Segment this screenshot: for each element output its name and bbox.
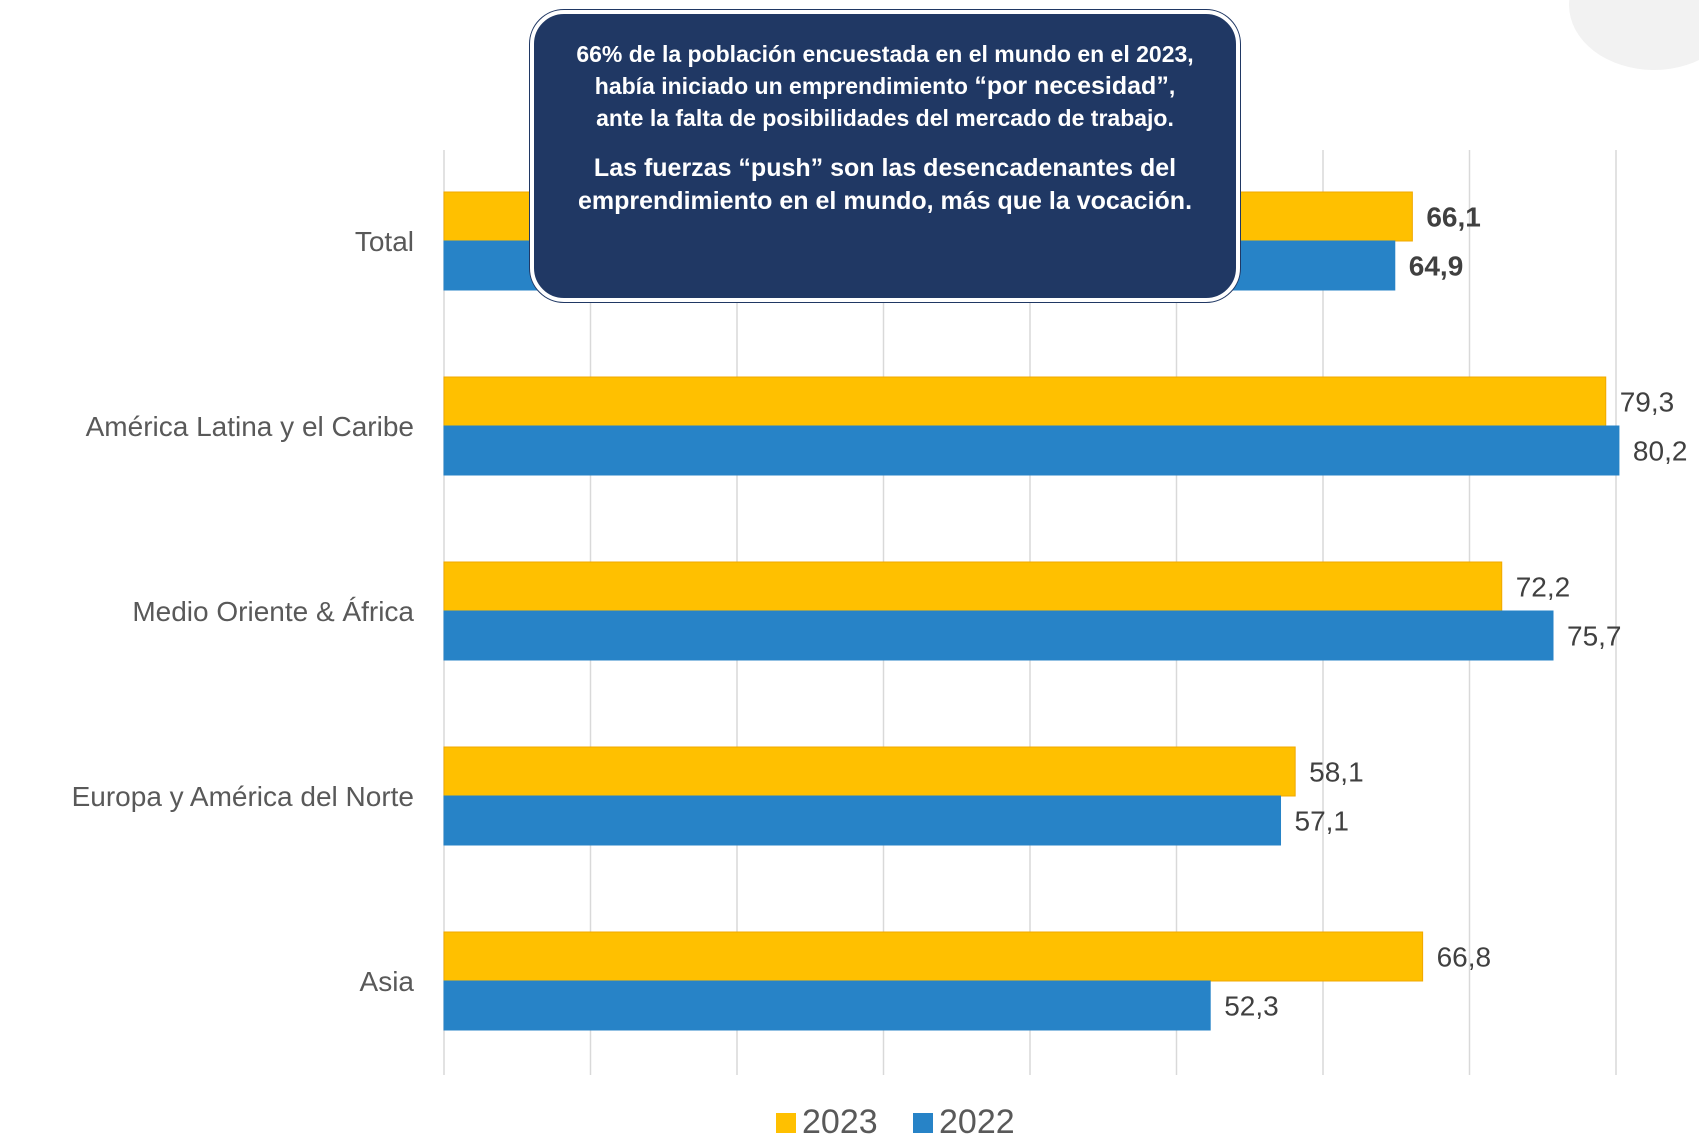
category-label: Total <box>355 226 414 257</box>
value-label: 57,1 <box>1295 806 1350 837</box>
bar-2023 <box>443 746 1296 797</box>
category-labels: Total América Latina y el Caribe Medio Ori… <box>72 226 415 997</box>
value-label: 66,8 <box>1437 942 1492 973</box>
callout-emphasis: “por necesidad” <box>974 72 1169 100</box>
value-label: 72,2 <box>1516 572 1571 603</box>
legend-label-2022: 2022 <box>939 1103 1015 1141</box>
value-label: 75,7 <box>1567 621 1622 652</box>
value-label: 58,1 <box>1309 757 1364 788</box>
value-label: 79,3 <box>1620 387 1675 418</box>
callout-line-2: , ante la falta de posibilidades del mer… <box>596 73 1176 131</box>
value-labels: 66,1 64,9 79,3 80,2 72,2 75,7 58,1 57,1 66,8 52,3 <box>1224 202 1687 1022</box>
value-label: 52,3 <box>1224 991 1279 1022</box>
legend-swatch-2023 <box>776 1113 796 1133</box>
bars <box>443 191 1620 1031</box>
bar-2023 <box>443 931 1424 982</box>
callout-box: 66% de la población encuestada en el mun… <box>530 10 1240 302</box>
bar-2022 <box>443 425 1620 476</box>
bar-2022 <box>443 795 1282 846</box>
category-label: Europa y América del Norte <box>72 781 414 812</box>
callout-paragraph-2: Las fuerzas “push” son las desencadenant… <box>577 154 1193 215</box>
bar-2022 <box>443 610 1554 661</box>
legend-swatch-2022 <box>913 1113 933 1133</box>
category-label: Asia <box>360 966 415 997</box>
value-label: 64,9 <box>1409 251 1464 282</box>
callout-line-1: 66% de la población encuestada en el mun… <box>576 41 1194 99</box>
callout-paragraph-1: 66% de la población encuestada en el mun… <box>570 38 1200 134</box>
legend: 2023 2022 <box>776 1103 1015 1141</box>
category-label: América Latina y el Caribe <box>86 411 414 442</box>
bar-2023 <box>443 561 1503 612</box>
value-label: 80,2 <box>1633 436 1688 467</box>
legend-label-2023: 2023 <box>802 1103 878 1141</box>
bar-2023 <box>443 376 1607 427</box>
value-label: 66,1 <box>1426 202 1481 233</box>
category-label: Medio Oriente & África <box>132 596 414 627</box>
bar-2022 <box>443 980 1211 1031</box>
